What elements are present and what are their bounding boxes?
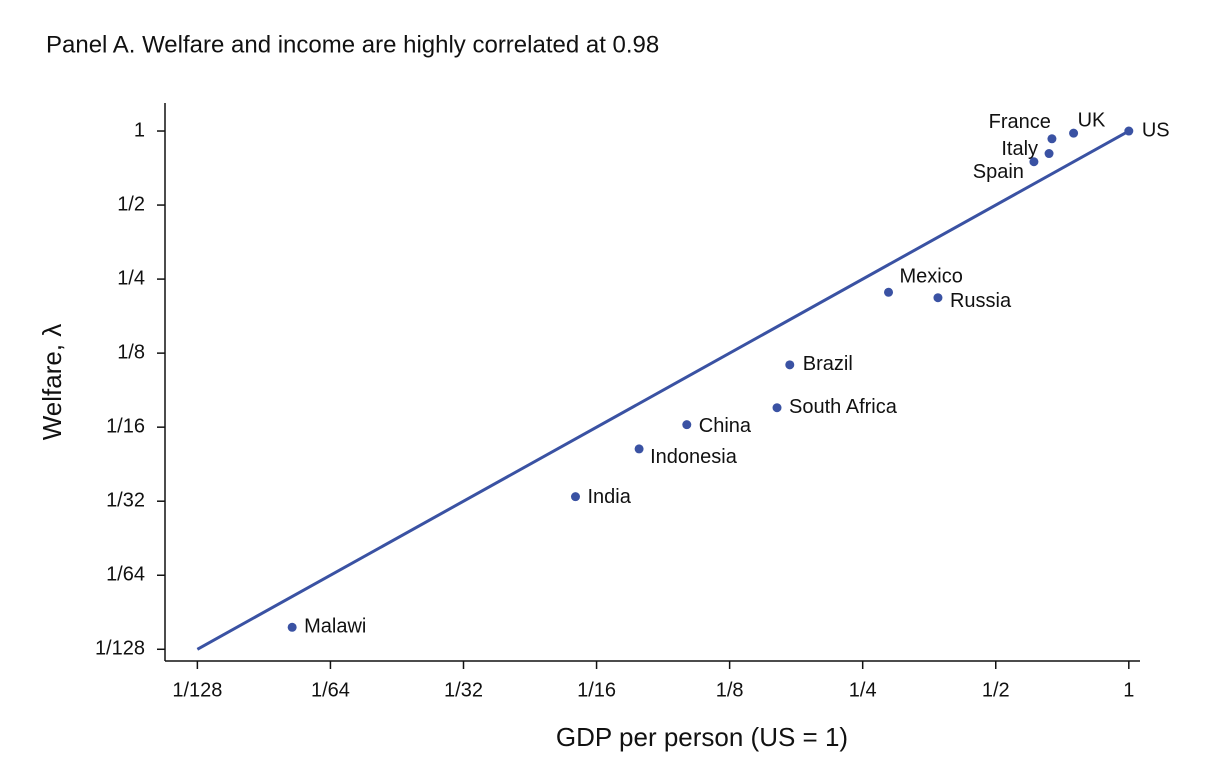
point-label: UK — [1078, 109, 1106, 131]
x-axis-label: GDP per person (US = 1) — [556, 722, 848, 752]
point-label: Italy — [1001, 138, 1038, 160]
x-tick-label: 1/32 — [444, 679, 483, 701]
x-tick-label: 1/16 — [577, 679, 616, 701]
point — [682, 420, 692, 430]
point-label: Russia — [950, 290, 1012, 312]
point-label: US — [1142, 119, 1170, 141]
x-tick-label: 1 — [1123, 679, 1134, 701]
point — [1029, 157, 1039, 167]
point — [1124, 126, 1134, 136]
point — [287, 622, 297, 632]
y-tick-label: 1/4 — [117, 267, 145, 289]
point-label: Spain — [973, 161, 1024, 183]
point — [772, 403, 782, 413]
point-label: India — [587, 486, 631, 508]
y-tick-label: 1/32 — [106, 489, 145, 511]
y-tick-label: 1 — [134, 119, 145, 141]
x-tick-label: 1/128 — [172, 679, 222, 701]
point — [1069, 128, 1079, 138]
y-tick-label: 1/128 — [95, 638, 145, 660]
point-label: Malawi — [304, 616, 366, 638]
line — [196, 129, 1130, 651]
point — [1047, 134, 1057, 144]
point-label: South Africa — [789, 396, 898, 418]
x-tick-label: 1/2 — [982, 679, 1010, 701]
point — [884, 287, 894, 297]
point — [1044, 149, 1054, 159]
point-label: China — [699, 415, 752, 437]
x-tick-label: 1/64 — [311, 679, 350, 701]
y-tick-label: 1/16 — [106, 415, 145, 437]
point-label: Mexico — [900, 266, 963, 288]
y-tick-label: 1/8 — [117, 341, 145, 363]
x-tick-label: 1/8 — [716, 679, 744, 701]
y-tick-label: 1/64 — [106, 564, 145, 586]
y-axis-label: Welfare, λ — [37, 324, 67, 441]
point — [570, 492, 580, 502]
chart-title: Panel A. Welfare and income are highly c… — [46, 31, 659, 58]
point — [785, 360, 795, 370]
point-label: France — [989, 111, 1051, 133]
point-label: Indonesia — [650, 446, 738, 468]
point-label: Brazil — [803, 353, 853, 375]
y-tick-label: 1/2 — [117, 193, 145, 215]
point — [933, 293, 943, 303]
point — [634, 444, 644, 454]
x-tick-label: 1/4 — [849, 679, 877, 701]
